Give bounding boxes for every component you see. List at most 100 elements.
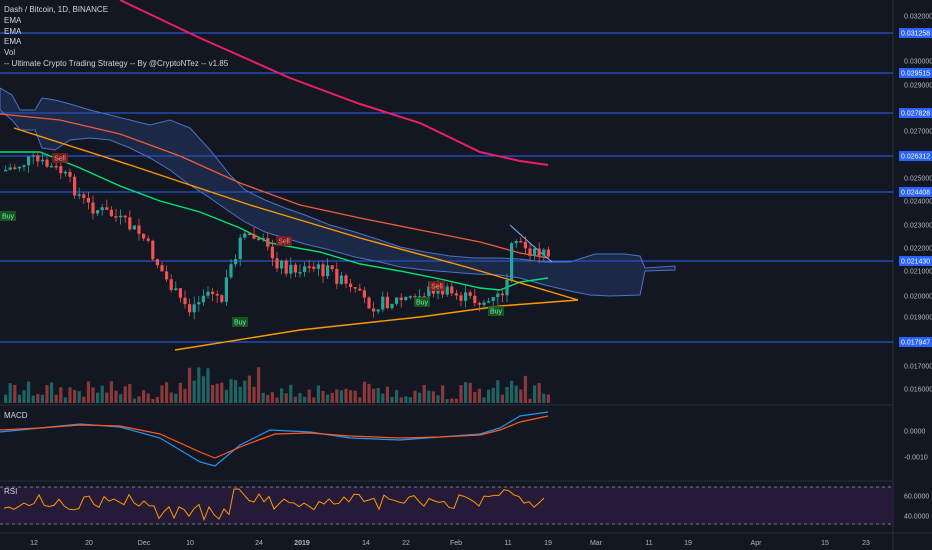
volume-bar (293, 396, 297, 403)
volume-bar (441, 385, 445, 403)
price-level-badge-label: 0.026312 (901, 154, 930, 161)
candle-body (445, 286, 449, 295)
rsi-pane-label[interactable]: RSI (4, 487, 18, 496)
candle-body (372, 308, 376, 312)
price-tick-label: 0.030000 (904, 59, 932, 66)
candle-body (234, 259, 238, 265)
volume-bar (234, 380, 238, 403)
volume-bar (436, 395, 440, 403)
strategy-indicator[interactable]: -- Ultimate Crypto Trading Strategy -- B… (4, 58, 229, 68)
volume-bar (155, 397, 159, 403)
signal-label-buy: Buy (414, 297, 430, 307)
time-axis-label: Dec (138, 540, 151, 547)
volume-bar (151, 398, 155, 403)
ema-indicator-1[interactable]: EMA (4, 15, 22, 25)
candle-body (105, 207, 109, 210)
candle-body (487, 300, 491, 303)
time-axis-label: 12 (30, 540, 38, 547)
candle-body (211, 291, 215, 295)
volume-bar (349, 390, 353, 403)
candle-body (261, 238, 265, 240)
volume-bar (8, 383, 12, 403)
volume-bar (445, 398, 449, 403)
volume-bar (385, 386, 389, 403)
signal-badge (414, 297, 430, 307)
candle-body (91, 202, 95, 214)
volume-bar (197, 367, 201, 403)
volume-bar (408, 397, 412, 403)
rsi-tick-label: 40.0000 (904, 514, 929, 521)
price-tick-label: 0.027000 (904, 129, 932, 136)
volume-bar (399, 397, 403, 403)
candle-body (224, 277, 228, 302)
price-level-badge-label: 0.027828 (901, 111, 930, 118)
volume-bar (381, 393, 385, 403)
volume-bar (215, 383, 219, 403)
candle-body (339, 275, 343, 284)
candle-body (119, 215, 123, 218)
signal-badge (232, 317, 248, 327)
macd-pane-label[interactable]: MACD (4, 411, 28, 420)
candle-body (381, 296, 385, 310)
candle-body (165, 271, 169, 280)
candle-body (50, 165, 54, 168)
candle-body (160, 265, 164, 272)
volume-bar (142, 390, 146, 403)
volume-bar (36, 393, 40, 403)
signal-text: Buy (490, 309, 503, 316)
signal-badge (276, 236, 292, 246)
candle-body (146, 238, 150, 241)
rsi-tick-label: 60.0000 (904, 494, 929, 501)
candle-body (142, 233, 146, 239)
candle-body (22, 165, 26, 167)
candle-body (500, 293, 504, 296)
candle-body (316, 264, 320, 269)
time-axis-label: 19 (684, 540, 692, 547)
candle-body (482, 302, 486, 305)
symbol-title[interactable]: Dash / Bitcoin, 1D, BINANCE (4, 5, 109, 14)
candle-body (303, 266, 307, 273)
candle-body (73, 176, 77, 196)
candle-body (155, 259, 159, 266)
candle-body (17, 166, 21, 169)
volume-bar (500, 394, 504, 403)
volume-bar (114, 390, 118, 403)
candle-body (192, 304, 196, 313)
volume-bar (243, 380, 247, 403)
signal-text: Sell (431, 284, 443, 291)
candles (4, 150, 550, 320)
volume-bar (533, 385, 537, 403)
candle-body (454, 293, 458, 296)
candle-body (408, 296, 412, 298)
signal-text: Sell (278, 239, 290, 246)
price-tick-label: 0.020000 (904, 294, 932, 301)
candle-body (201, 295, 205, 303)
price-level-badge-label: 0.021430 (901, 259, 930, 266)
time-axis-label: 23 (862, 540, 870, 547)
candle-body (68, 171, 72, 177)
ema-indicator-3[interactable]: EMA (4, 37, 22, 47)
volume-bar (418, 392, 422, 403)
price-tick-label: 0.021000 (904, 269, 932, 276)
volume-bar (165, 382, 169, 403)
volume-indicator[interactable]: Vol (4, 48, 16, 58)
volume-bar (487, 389, 491, 403)
candle-body (344, 275, 348, 284)
price-tick-label: 0.025000 (904, 176, 932, 183)
volume-bar (54, 394, 58, 403)
candle-body (31, 155, 35, 157)
candle-body (505, 279, 509, 296)
volume-bar (284, 393, 288, 403)
volume-bar (68, 387, 72, 403)
signal-badge (429, 281, 445, 291)
ema-indicator-2[interactable]: EMA (4, 26, 22, 36)
volume-bar (523, 375, 527, 403)
volume-bar (109, 381, 113, 403)
volume-bar (252, 386, 256, 403)
volume-bar (238, 386, 242, 403)
volume-bar (289, 384, 293, 403)
macd-line (0, 411, 549, 467)
volume-bar (459, 385, 463, 403)
volume-bar (188, 367, 192, 403)
